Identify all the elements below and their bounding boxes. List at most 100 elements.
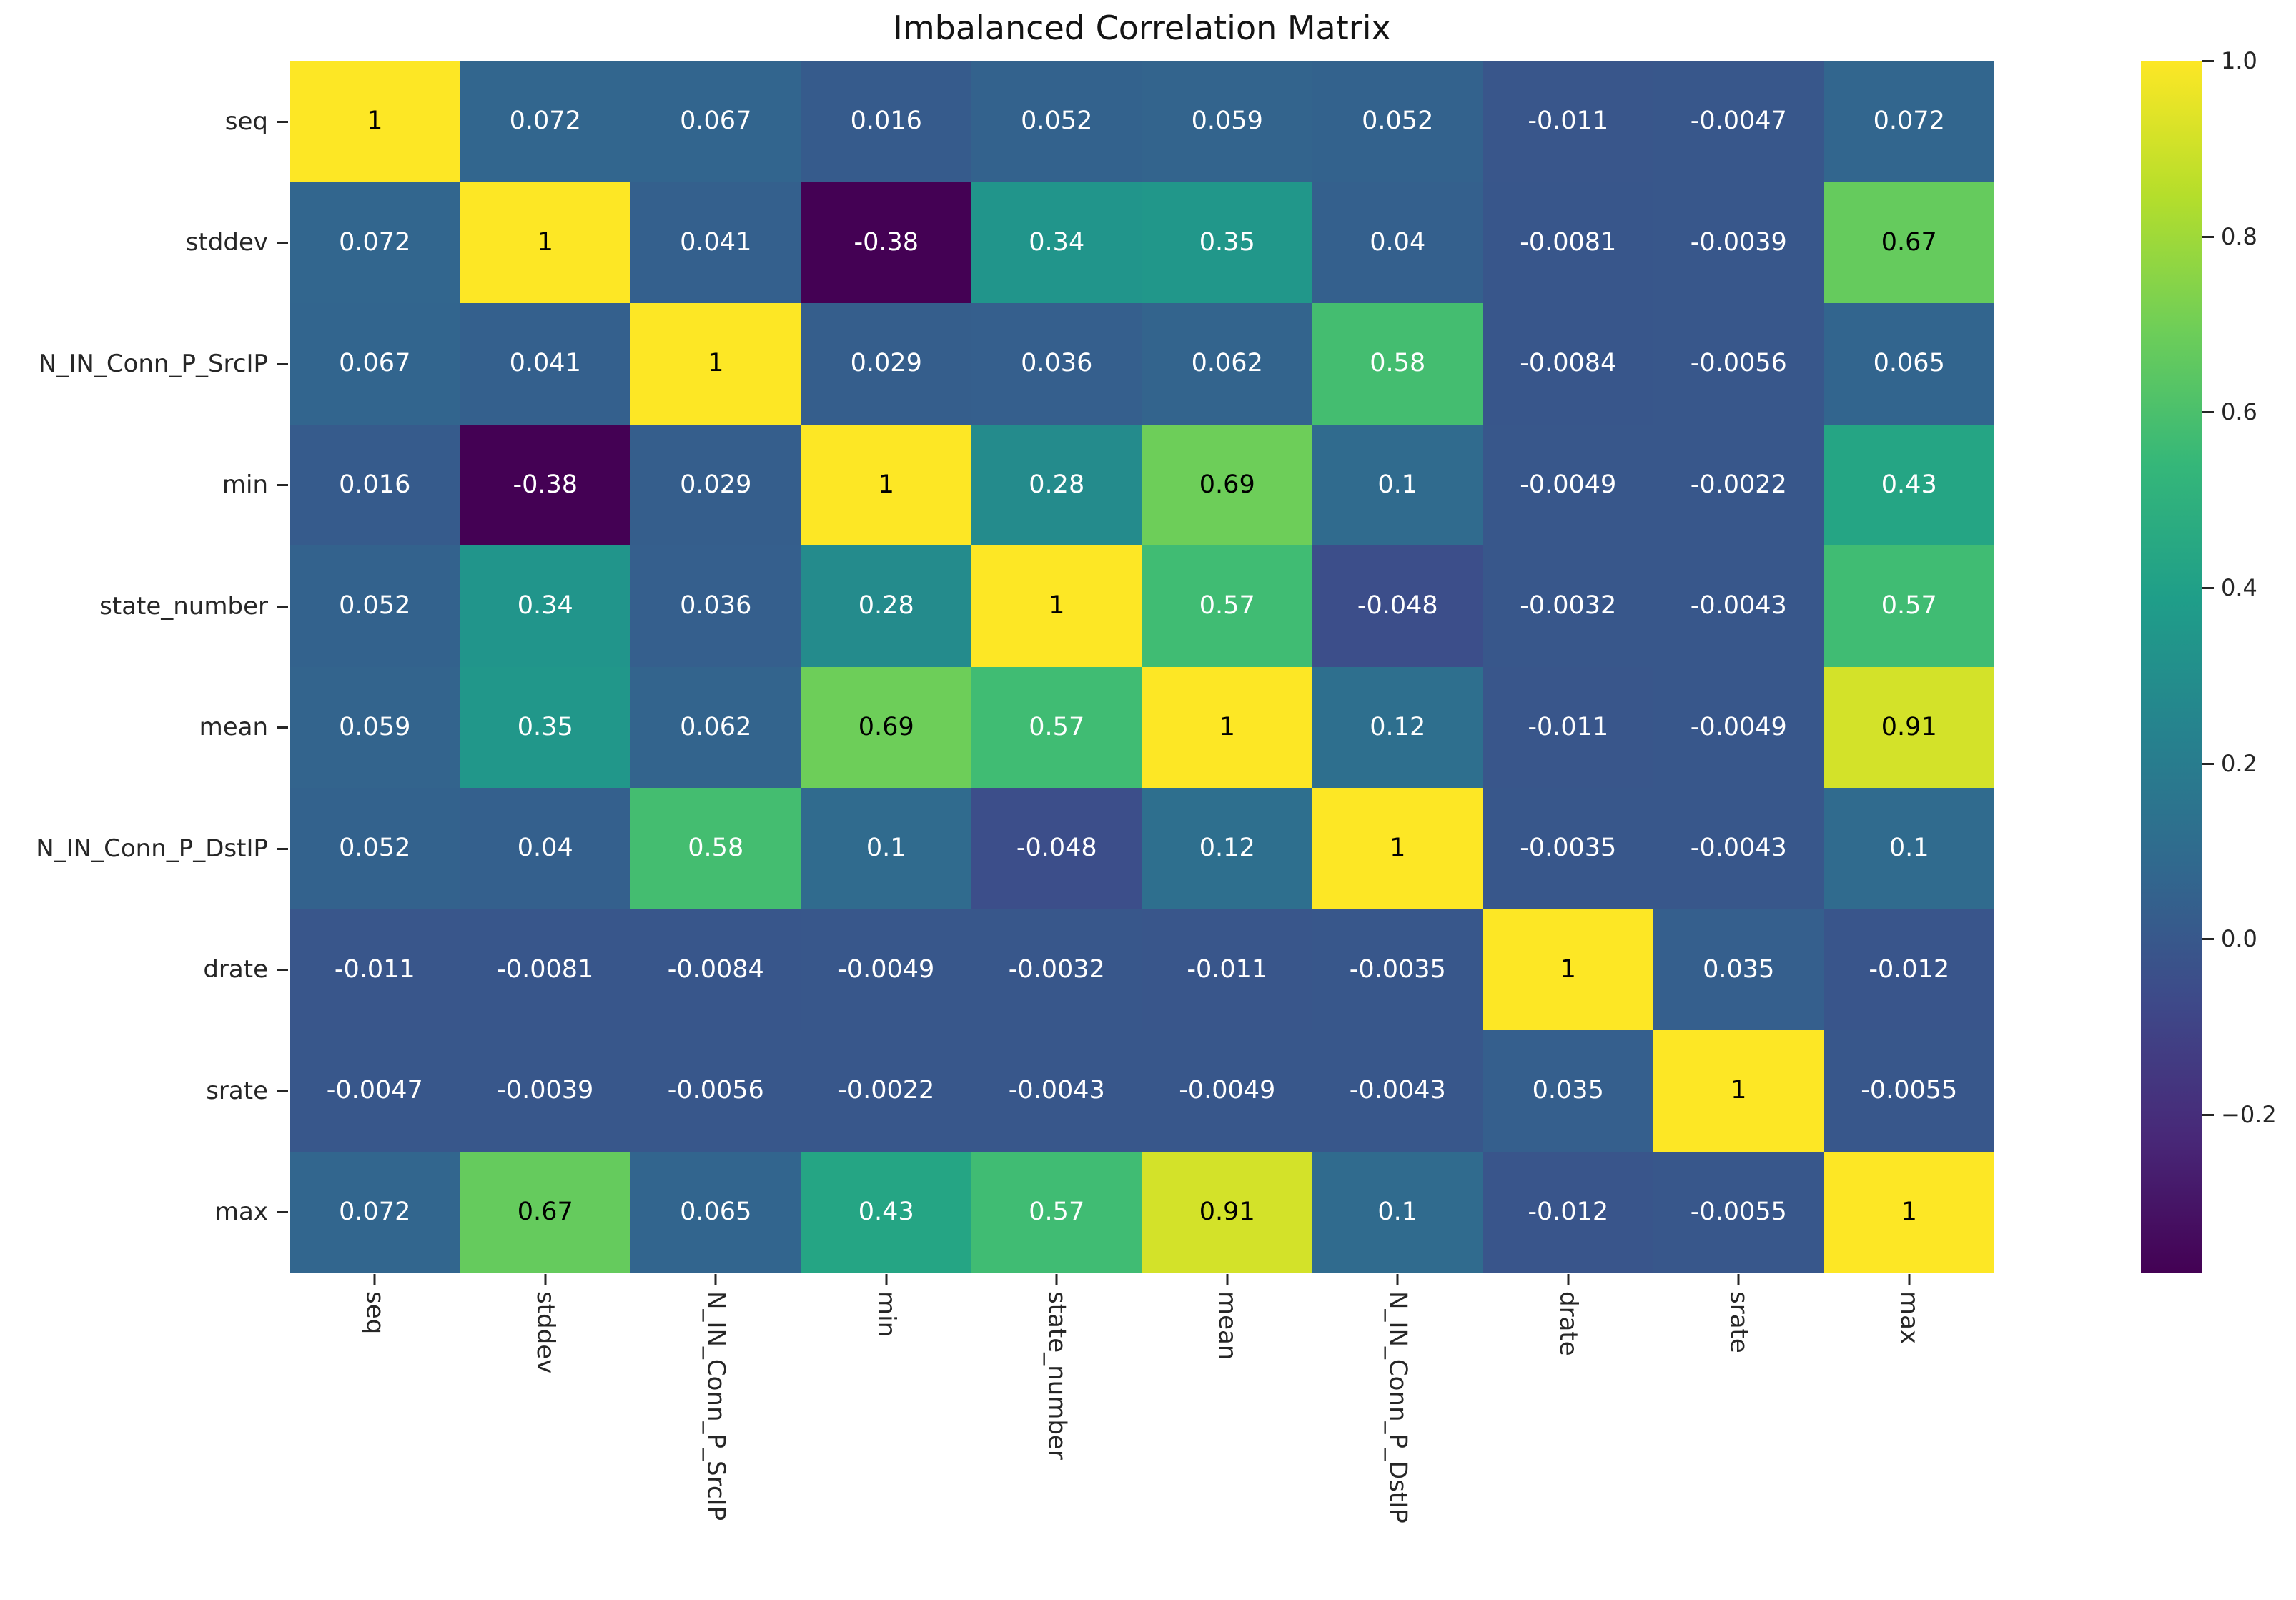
heatmap-cell: 0.036 [971,303,1142,425]
heatmap-cell: 0.58 [630,788,801,909]
y-axis-label: N_IN_Conn_P_SrcIP [38,349,268,378]
heatmap-cell: -0.0032 [1483,545,1653,667]
heatmap-cell: 1 [1824,1151,1994,1273]
heatmap-cell: 0.072 [290,182,460,303]
heatmap-cell: 0.43 [1824,424,1994,545]
heatmap-cell: -0.012 [1483,1151,1653,1273]
heatmap-cell: -0.0081 [1483,182,1653,303]
heatmap-cell: 1 [460,182,630,303]
heatmap-cell: 1 [1653,1030,1824,1152]
heatmap-cell: 0.062 [630,666,801,788]
heatmap-cell: -0.0055 [1653,1151,1824,1273]
heatmap-cell: 0.052 [290,545,460,667]
heatmap-cell: 0.57 [971,666,1142,788]
heatmap-cell: 0.052 [971,61,1142,182]
chart-title: Imbalanced Correlation Matrix [893,9,1391,47]
heatmap-cell: -0.0032 [971,909,1142,1030]
y-axis-tick [277,362,288,365]
x-axis-column: state_number [971,1274,1142,1596]
y-axis-label: drate [203,955,268,984]
heatmap-cell: 0.029 [801,303,971,425]
x-axis-label: N_IN_Conn_P_SrcIP [701,1291,731,1521]
colorbar-tick-dash [2202,762,2214,765]
heatmap-cell: 0.052 [290,788,460,909]
heatmap-cell: 0.12 [1312,666,1483,788]
y-axis-tick [277,969,288,972]
y-axis-row: srate [0,1030,290,1152]
colorbar-tick-label: 0.4 [2221,573,2257,601]
x-axis-tick [373,1274,376,1285]
heatmap-cell: 1 [1142,666,1312,788]
x-axis-label: min [871,1291,901,1338]
heatmap-cell: -0.0022 [801,1030,971,1152]
y-axis-tick [277,1090,288,1092]
heatmap-cell: 0.67 [460,1151,630,1273]
heatmap-cell: -0.0047 [1653,61,1824,182]
heatmap-cell: 0.059 [1142,61,1312,182]
heatmap-cell: 0.067 [290,303,460,425]
x-axis-label: state_number [1042,1291,1072,1460]
colorbar-tick-dash [2202,1113,2214,1116]
x-axis-tick [885,1274,888,1285]
colorbar-tick-label: −0.2 [2221,1100,2277,1128]
y-axis-tick [277,1211,288,1214]
heatmap-cell: -0.0084 [1483,303,1653,425]
colorbar-gradient [2141,61,2202,1273]
heatmap-cell: -0.0043 [971,1030,1142,1152]
heatmap-cell: 0.029 [630,424,801,545]
colorbar-tick-dash [2202,235,2214,238]
y-axis-tick [277,242,288,245]
x-axis-label: drate [1553,1291,1583,1356]
y-axis-tick [277,726,288,729]
heatmap-cell: -0.0039 [1653,182,1824,303]
heatmap-cell: 0.28 [971,424,1142,545]
y-axis-row: state_number [0,545,290,667]
x-axis-tick [1396,1274,1399,1285]
heatmap-cell: -0.0039 [460,1030,630,1152]
heatmap-cell: -0.38 [460,424,630,545]
x-axis-column: min [801,1274,972,1596]
heatmap-cell: 0.072 [290,1151,460,1273]
x-axis-column: N_IN_Conn_P_SrcIP [630,1274,801,1596]
heatmap-cell: 0.1 [801,788,971,909]
heatmap-cell: 0.065 [1824,303,1994,425]
heatmap-cell: 1 [290,61,460,182]
heatmap-cell: 0.041 [460,303,630,425]
heatmap-cell: 0.69 [1142,424,1312,545]
heatmap-cell: 0.072 [1824,61,1994,182]
x-axis-label: max [1894,1291,1924,1345]
y-axis-row: stddev [0,182,290,304]
x-axis-label: mean [1212,1291,1242,1361]
x-axis-tick [714,1274,717,1285]
heatmap-cell: 0.34 [460,545,630,667]
heatmap-cell: -0.0035 [1483,788,1653,909]
heatmap-cell: 0.1 [1824,788,1994,909]
x-axis-label: stddev [530,1291,560,1374]
y-axis-labels: seq stddev N_IN_Conn_P_SrcIP min state_numbe… [0,61,290,1273]
heatmap-cell: -0.0081 [460,909,630,1030]
y-axis-tick [277,847,288,850]
y-axis-row: N_IN_Conn_P_SrcIP [0,303,290,425]
x-axis-column: seq [290,1274,460,1596]
heatmap-cell: -0.048 [1312,545,1483,667]
heatmap-cell: -0.011 [290,909,460,1030]
y-axis-row: N_IN_Conn_P_DstIP [0,788,290,909]
heatmap-cell: 1 [801,424,971,545]
heatmap-cell: 0.12 [1142,788,1312,909]
x-axis-tick [1055,1274,1058,1285]
heatmap-cell: 0.91 [1824,666,1994,788]
heatmap-cell: 0.43 [801,1151,971,1273]
heatmap-cell: -0.0055 [1824,1030,1994,1152]
y-axis-label: srate [206,1076,268,1105]
heatmap-cell: 0.67 [1824,182,1994,303]
y-axis-label: seq [224,107,268,136]
x-axis-column: N_IN_Conn_P_DstIP [1312,1274,1483,1596]
y-axis-label: stddev [185,228,268,257]
y-axis-row: drate [0,909,290,1031]
heatmap-cell: 0.035 [1483,1030,1653,1152]
x-axis-tick [1737,1274,1740,1285]
heatmap-cell: 1 [1312,788,1483,909]
heatmap-cell: -0.0049 [1653,666,1824,788]
heatmap-cell: 0.062 [1142,303,1312,425]
heatmap-cell: -0.011 [1483,61,1653,182]
